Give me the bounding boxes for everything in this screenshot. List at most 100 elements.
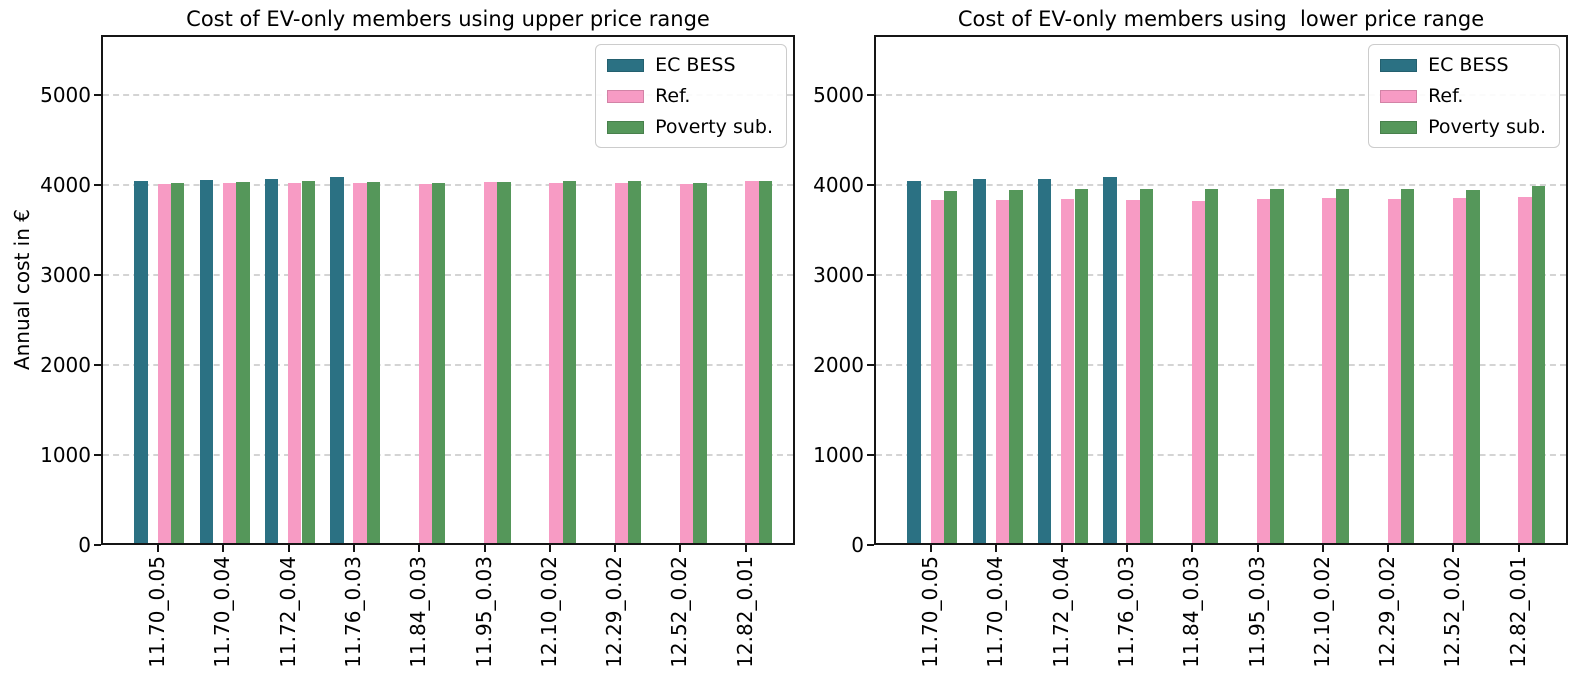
legend-label: Poverty sub. — [1428, 116, 1546, 138]
bar-ref-11-84-0-03 — [418, 184, 433, 543]
x-tick-mark — [614, 545, 617, 552]
legend-label: Poverty sub. — [655, 116, 773, 138]
legend: EC BESS Ref. Poverty sub. — [595, 44, 787, 148]
legend-label: EC BESS — [1428, 54, 1509, 76]
gridline-5000 — [876, 94, 1566, 97]
legend-item-ec-bess: EC BESS — [1380, 54, 1546, 76]
y-tick-label: 3000 — [813, 263, 864, 288]
gridline-5000 — [103, 94, 793, 97]
x-tick-mark — [157, 545, 159, 552]
x-tick-mark — [679, 545, 682, 552]
y-tick-mark — [867, 184, 874, 187]
bar-poverty-sub-11-70-0-04 — [1009, 189, 1023, 543]
y-tick-label: 1000 — [813, 443, 864, 467]
y-tick-label: 5000 — [40, 83, 91, 108]
y-tick-mark — [867, 544, 874, 546]
legend-swatch-ref — [1380, 89, 1418, 103]
bar-ec-bess-11-70-0-04 — [972, 179, 986, 543]
y-tick-label: 1000 — [40, 443, 91, 467]
bar-poverty-sub-11-76-0-03 — [366, 182, 381, 543]
y-tick-label: 0 — [78, 533, 91, 557]
y-tick-mark — [867, 94, 874, 97]
x-tick-mark — [1452, 545, 1455, 552]
x-tick-label: 11.70_0.05 — [918, 556, 942, 668]
bar-ref-11-72-0-04 — [288, 183, 302, 543]
y-tick-label: 0 — [851, 533, 864, 557]
bar-ref-11-76-0-03 — [1126, 199, 1140, 543]
y-tick-mark — [867, 274, 874, 277]
x-tick-mark — [744, 545, 747, 552]
plot-area: EC BESS Ref. Poverty sub. — [101, 35, 795, 545]
legend-item-poverty-sub: Poverty sub. — [607, 116, 773, 138]
y-tick-label: 4000 — [40, 173, 91, 198]
x-tick-mark — [930, 545, 932, 552]
bar-ec-bess-11-70-0-05 — [134, 181, 148, 543]
x-tick-label: 12.29_0.02 — [1375, 556, 1400, 668]
bar-poverty-sub-12-52-0-02 — [1466, 190, 1480, 543]
legend-swatch-poverty-sub — [607, 120, 645, 134]
y-tick-mark — [867, 364, 874, 366]
bar-ref-11-76-0-03 — [353, 183, 367, 543]
x-tick-mark — [418, 545, 421, 552]
bar-ref-12-82-0-01 — [1518, 196, 1532, 543]
legend-label: Ref. — [655, 85, 691, 107]
gridline-2000 — [103, 364, 793, 367]
bar-ec-bess-11-76-0-03 — [1103, 177, 1117, 543]
bar-ec-bess-11-70-0-05 — [907, 181, 921, 543]
x-tick-mark — [1321, 545, 1324, 552]
legend-label: EC BESS — [655, 54, 736, 76]
x-tick-mark — [1191, 545, 1194, 552]
y-tick-label: 4000 — [813, 173, 864, 198]
bar-poverty-sub-12-10-0-02 — [1335, 189, 1350, 543]
x-tick-mark — [1387, 545, 1390, 552]
y-tick-mark — [94, 544, 101, 546]
bar-poverty-sub-12-52-0-02 — [693, 183, 707, 543]
y-tick-label: 2000 — [40, 353, 91, 377]
bar-poverty-sub-11-84-0-03 — [432, 183, 446, 543]
bar-poverty-sub-11-70-0-05 — [170, 183, 185, 543]
bar-ref-11-70-0-05 — [157, 183, 171, 543]
bar-poverty-sub-11-72-0-04 — [1074, 188, 1088, 543]
bar-poverty-sub-11-84-0-03 — [1205, 189, 1219, 543]
bar-ec-bess-11-70-0-04 — [199, 179, 213, 543]
legend-swatch-poverty-sub — [1380, 120, 1418, 134]
bar-poverty-sub-11-95-0-03 — [497, 181, 511, 543]
bar-ref-11-95-0-03 — [484, 182, 498, 543]
chart-title: Cost of EV-only members using upper pric… — [186, 7, 710, 31]
legend-swatch-ec-bess — [607, 58, 645, 72]
bar-poverty-sub-11-76-0-03 — [1139, 188, 1154, 543]
y-tick-label: 3000 — [40, 263, 91, 288]
bar-ec-bess-11-72-0-04 — [1037, 178, 1052, 543]
bar-ref-12-52-0-02 — [679, 183, 694, 543]
y-tick-mark — [94, 364, 101, 366]
legend: EC BESS Ref. Poverty sub. — [1368, 44, 1560, 148]
bar-poverty-sub-12-29-0-02 — [1401, 189, 1415, 543]
x-tick-mark — [1060, 545, 1063, 552]
bar-ref-12-29-0-02 — [614, 183, 628, 543]
y-tick-label: 2000 — [813, 353, 864, 377]
gridline-4000 — [103, 184, 793, 187]
bar-ref-11-72-0-04 — [1061, 199, 1075, 543]
legend-item-poverty-sub: Poverty sub. — [1380, 116, 1546, 138]
bar-poverty-sub-12-82-0-01 — [1531, 186, 1545, 543]
x-tick-mark — [352, 545, 355, 552]
x-tick-mark — [995, 545, 998, 552]
bar-poverty-sub-11-70-0-04 — [236, 182, 250, 543]
plot-area: EC BESS Ref. Poverty sub. — [874, 35, 1568, 545]
y-tick-mark — [94, 94, 101, 97]
bar-ec-bess-11-72-0-04 — [264, 178, 279, 543]
x-tick-mark — [1256, 545, 1259, 552]
bar-poverty-sub-12-10-0-02 — [562, 181, 577, 543]
x-tick-label: 11.95_0.03 — [1244, 556, 1269, 668]
bar-poverty-sub-12-29-0-02 — [628, 181, 642, 543]
legend-item-ref: Ref. — [607, 85, 773, 107]
chart-title: Cost of EV-only members using lower pric… — [957, 7, 1485, 31]
bar-poverty-sub-11-70-0-05 — [943, 191, 958, 543]
legend-label: Ref. — [1428, 85, 1464, 107]
bar-ec-bess-11-76-0-03 — [330, 177, 344, 543]
y-tick-mark — [867, 454, 874, 456]
bar-ref-11-70-0-04 — [222, 183, 237, 543]
x-tick-mark — [1517, 545, 1520, 552]
